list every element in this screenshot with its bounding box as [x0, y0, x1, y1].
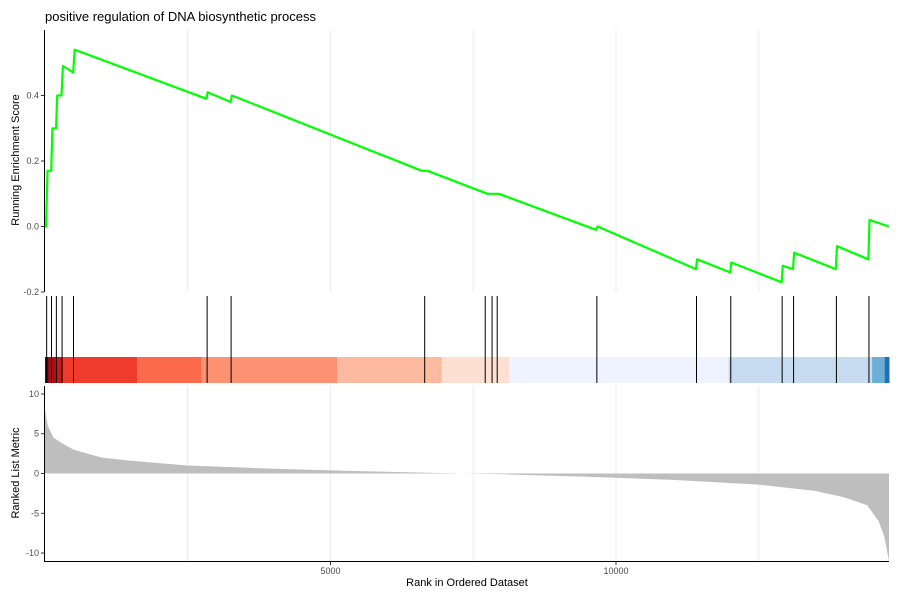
- ranked-y-tick-label: -10: [26, 548, 39, 558]
- x-ticks: 5000 10000: [320, 562, 629, 576]
- heat-segment: [728, 357, 873, 383]
- ranked-metric-area: [44, 409, 889, 561]
- gene-hit-ticks: [46, 296, 870, 383]
- enrichment-y-tick-label: -0.2: [23, 287, 39, 297]
- heat-segment: [55, 357, 63, 383]
- x-tick-label: 10000: [603, 566, 628, 576]
- enrichment-y-tick-label: 0.2: [26, 156, 39, 166]
- heat-segment: [441, 357, 510, 383]
- x-tick-label: 5000: [320, 566, 340, 576]
- heat-segment: [337, 357, 443, 383]
- ranked-y-axis-title: Ranked List Metric: [10, 427, 22, 519]
- ranked-y-ticks: 10 5 0 -5 -10: [26, 389, 44, 558]
- enrichment-grid: [187, 30, 760, 292]
- ranked-y-tick-label: 10: [29, 389, 39, 399]
- chart-title: positive regulation of DNA biosynthetic …: [45, 9, 316, 24]
- heat-segment: [872, 357, 886, 383]
- rank-heatmap-strip: [45, 357, 890, 383]
- enrichment-y-tick-label: 0.4: [26, 91, 39, 101]
- enrichment-panel: -0.2 0.0 0.2 0.4 Running Enrichment Score: [10, 30, 890, 297]
- x-axis-title: Rank in Ordered Dataset: [406, 577, 528, 589]
- enrichment-y-ticks: -0.2 0.0 0.2 0.4: [23, 91, 44, 297]
- heat-segment: [509, 357, 730, 383]
- ranked-y-tick-label: -5: [31, 508, 39, 518]
- ranked-metric-panel: 10 5 0 -5 -10 5000 10000 Ranked List Metric R…: [10, 386, 889, 589]
- heat-segment: [884, 357, 890, 383]
- heat-segment: [201, 357, 338, 383]
- enrichment-y-tick-label: 0.0: [26, 222, 39, 232]
- ranked-y-tick-label: 0: [34, 469, 39, 479]
- ranked-y-tick-label: 5: [34, 429, 39, 439]
- hits-panel: [45, 296, 890, 383]
- enrichment-y-axis-title: Running Enrichment Score: [10, 94, 22, 225]
- running-enrichment-score-line: [44, 48, 890, 284]
- heat-segment: [136, 357, 202, 383]
- heat-segment: [61, 357, 138, 383]
